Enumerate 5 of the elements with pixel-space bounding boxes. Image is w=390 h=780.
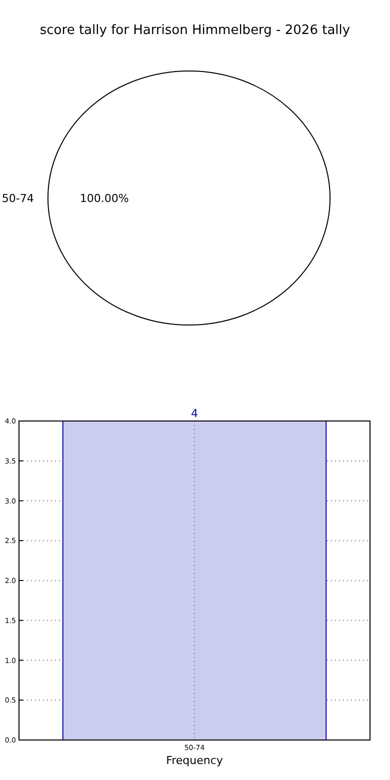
slice-label: 50-74 xyxy=(2,192,34,205)
data-label: 100.00% xyxy=(80,192,129,205)
x-axis-title: Frequency xyxy=(166,754,224,767)
data-label: 4 xyxy=(191,407,198,420)
chart-title: score tally for Harrison Himmelberg - 2026 tally xyxy=(40,23,350,38)
